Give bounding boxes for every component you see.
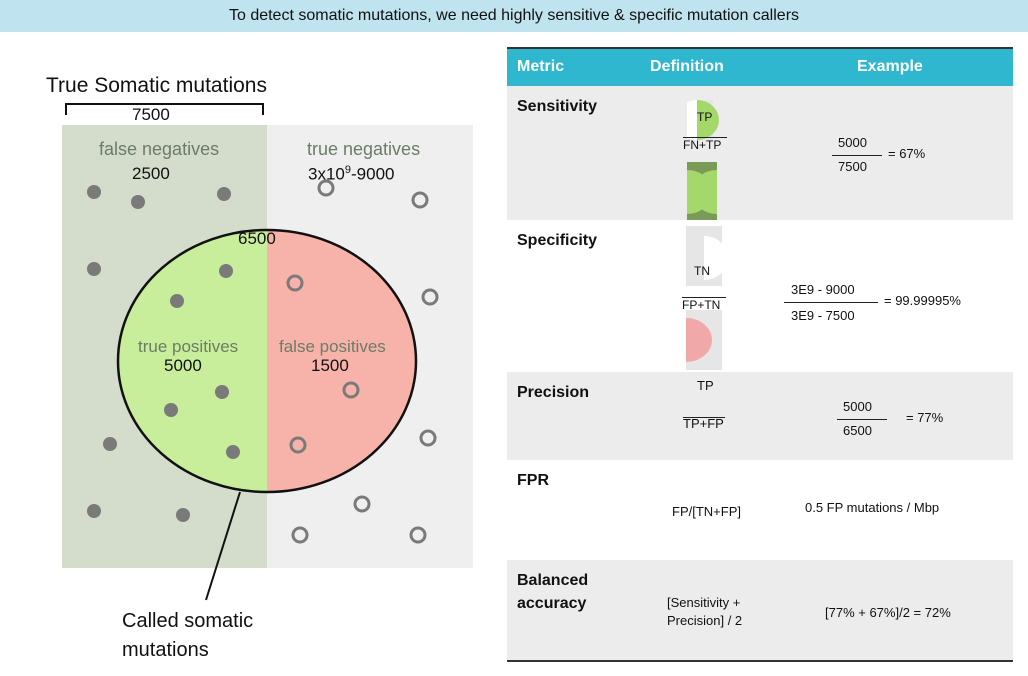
sensitivity-icon xyxy=(687,100,719,220)
dot xyxy=(170,294,184,308)
table-row-precision: Precision TP TP+FP 5000 6500 = 77% xyxy=(507,372,1013,460)
open-dots xyxy=(286,179,439,544)
true-somatic-bracket xyxy=(65,103,264,115)
false-positives-region xyxy=(267,230,416,492)
metric-name: Specificity xyxy=(517,232,598,249)
example-numerator: 3E9 - 9000 xyxy=(791,282,855,297)
header-definition: Definition xyxy=(650,58,724,75)
diagram-graphic xyxy=(62,103,473,601)
true-positives-count: 5000 xyxy=(164,356,202,375)
specificity-icon xyxy=(686,226,724,370)
dot xyxy=(103,437,117,451)
example-text: [77% + 67%]/2 = 72% xyxy=(825,605,951,620)
metric-name: FPR xyxy=(517,472,549,489)
dot xyxy=(219,264,233,278)
header-example: Example xyxy=(857,58,923,75)
example-denominator: 3E9 - 7500 xyxy=(791,308,855,323)
open-dot xyxy=(317,179,335,197)
example-numerator: 5000 xyxy=(838,135,867,150)
banner-text: To detect somatic mutations, we need hig… xyxy=(228,7,800,24)
dot xyxy=(226,445,240,459)
true-positives-region xyxy=(118,230,267,492)
def-denominator: FN+TP xyxy=(683,138,722,152)
open-dot xyxy=(353,495,371,513)
table-row-fpr: FPR FP/[TN+FP] 0.5 FP mutations / Mbp xyxy=(507,460,1013,560)
true-negatives-label: true negatives xyxy=(307,139,421,159)
table-row-balanced-accuracy: Balanced accuracy [Sensitivity + Precisi… xyxy=(507,560,1013,660)
example-fraction-bar xyxy=(784,302,878,303)
def-numerator: TP xyxy=(697,378,714,393)
definition-line2: Precision] / 2 xyxy=(667,613,743,628)
open-dot xyxy=(342,381,360,399)
dot xyxy=(164,403,178,417)
true-somatic-count: 7500 xyxy=(132,105,170,124)
example-fraction-bar xyxy=(832,155,882,156)
def-denominator: TP+FP xyxy=(683,416,724,431)
example-result: = 99.99995% xyxy=(884,293,961,308)
called-count: 6500 xyxy=(238,229,276,248)
dot xyxy=(131,195,145,209)
example-denominator: 6500 xyxy=(843,423,872,438)
false-negatives-label: false negatives xyxy=(99,139,220,159)
example-text: 0.5 FP mutations / Mbp xyxy=(805,500,940,515)
open-dot xyxy=(411,191,429,209)
example-result: = 77% xyxy=(906,410,944,425)
example-result: = 67% xyxy=(888,146,926,161)
def-fraction-bar xyxy=(683,137,727,138)
false-negatives-count: 2500 xyxy=(132,164,170,183)
dot xyxy=(176,508,190,522)
def-fraction-bar xyxy=(683,417,725,418)
metric-name: Sensitivity xyxy=(517,98,598,115)
table-row-sensitivity: Sensitivity TP FN+TP 5000 7500 = 67% xyxy=(507,86,1013,220)
called-label-line1: Called somatic xyxy=(122,610,254,632)
venn-diagram: True Somatic mutations 7500 false negati… xyxy=(0,32,490,676)
true-somatic-label: True Somatic mutations xyxy=(46,74,267,97)
def-numerator: TP xyxy=(697,110,713,124)
called-label-line2: mutations xyxy=(122,639,209,661)
def-denominator: FP+TN xyxy=(682,298,721,312)
definition-line1: [Sensitivity + xyxy=(667,595,741,610)
dot xyxy=(87,262,101,276)
false-positives-count: 1500 xyxy=(311,356,349,375)
dot xyxy=(217,187,231,201)
table-row-specificity: Specificity TN FP+TN 3E9 - 9000 3E9 - 75… xyxy=(507,220,1013,372)
dot xyxy=(87,504,101,518)
filled-dots xyxy=(87,185,240,522)
true-positives-label: true positives xyxy=(138,337,239,356)
definition-text: FP/[TN+FP] xyxy=(672,504,741,519)
title-banner: To detect somatic mutations, we need hig… xyxy=(0,0,1028,32)
false-positives-label: false positives xyxy=(279,337,386,356)
metric-name-line2: accuracy xyxy=(517,595,587,612)
metric-name: Precision xyxy=(517,384,590,401)
example-fraction-bar xyxy=(837,419,887,420)
header-metric: Metric xyxy=(517,58,565,75)
def-fraction-bar xyxy=(682,297,726,298)
dot xyxy=(215,385,229,399)
example-denominator: 7500 xyxy=(838,159,867,174)
dot xyxy=(87,185,101,199)
open-dot xyxy=(291,526,309,544)
called-mutations-outline xyxy=(116,228,418,494)
open-dot xyxy=(409,526,427,544)
example-numerator: 5000 xyxy=(843,399,872,414)
called-pointer-line xyxy=(205,491,241,601)
def-numerator: TN xyxy=(694,264,710,278)
metric-name-line1: Balanced xyxy=(517,572,589,589)
true-negatives-count: 3x109-9000 xyxy=(308,164,395,184)
open-dot xyxy=(289,436,307,454)
open-dot xyxy=(286,274,304,292)
table-header: Metric Definition Example xyxy=(507,49,1013,86)
open-dot xyxy=(419,429,437,447)
open-dot xyxy=(421,288,439,306)
metrics-table: Metric Definition Example Sensitivity TP… xyxy=(507,47,1013,662)
